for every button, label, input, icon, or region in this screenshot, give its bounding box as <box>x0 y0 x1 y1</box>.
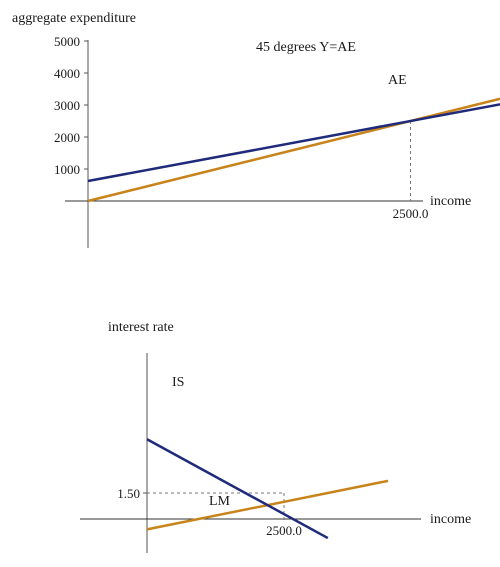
top-y-tick-label: 2000 <box>54 130 80 145</box>
top-y-tick-label: 1000 <box>54 162 80 177</box>
bottom-y-ticks: 1.50 <box>117 486 147 501</box>
top-x-ticks: 2500.0 <box>393 206 429 221</box>
bottom-x-axis-label: income <box>430 512 471 527</box>
bottom-x-ticks: 2500.0 <box>266 523 302 538</box>
bottom-y-axis-label: interest rate <box>108 320 174 335</box>
ae-chart: 1000 2000 3000 4000 5000 2500.0 aggregate ex… <box>12 11 500 248</box>
bottom-x-tick-label: 2500.0 <box>266 523 302 538</box>
bottom-y-tick-label: 1.50 <box>117 486 140 501</box>
top-y-tick-label: 5000 <box>54 34 80 49</box>
series-line-is <box>146 438 329 540</box>
series-label-lm: LM <box>209 494 231 509</box>
islm-chart: 1.50 2500.0 interest rate income IS LM <box>80 320 471 553</box>
series-line-ae <box>87 103 500 183</box>
series-line-45-degrees <box>87 97 500 203</box>
series-label-ae: AE <box>388 73 407 88</box>
top-y-tick-label: 4000 <box>54 66 80 81</box>
series-label-45-degrees: 45 degrees Y=AE <box>256 40 356 55</box>
top-y-tick-label: 3000 <box>54 98 80 113</box>
top-x-tick-label: 2500.0 <box>393 206 429 221</box>
top-x-axis-label: income <box>430 194 471 209</box>
top-y-ticks: 1000 2000 3000 4000 5000 <box>54 34 88 177</box>
series-label-is: IS <box>172 375 184 390</box>
top-y-axis-label: aggregate expenditure <box>12 11 136 26</box>
